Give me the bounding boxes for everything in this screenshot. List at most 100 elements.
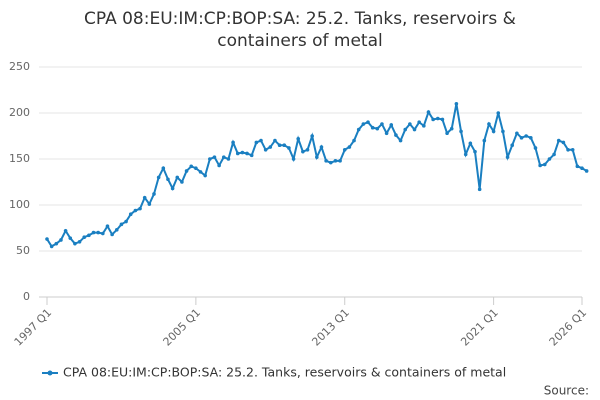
data-point	[417, 120, 421, 124]
y-tick-label: 250	[9, 60, 30, 73]
data-point	[105, 224, 110, 228]
data-point	[468, 141, 473, 146]
data-point	[552, 152, 556, 157]
data-point	[273, 138, 277, 143]
data-point	[208, 157, 212, 161]
data-point	[496, 111, 501, 115]
data-point	[375, 126, 380, 131]
data-point	[156, 175, 161, 180]
data-point	[505, 155, 510, 159]
x-tick-label: 2026 Q1	[547, 306, 590, 349]
y-tick-label: 0	[23, 290, 30, 303]
data-point	[370, 125, 375, 130]
data-point	[133, 208, 138, 213]
data-point	[342, 148, 347, 152]
y-tick-label: 200	[9, 106, 30, 119]
data-point	[366, 120, 370, 124]
data-point	[319, 145, 324, 149]
data-point	[310, 134, 314, 138]
data-point	[510, 143, 515, 147]
data-point	[245, 151, 249, 156]
data-point	[487, 122, 491, 126]
data-point	[398, 138, 403, 143]
x-tick-label: 2021 Q1	[458, 306, 501, 349]
data-point	[166, 177, 170, 182]
data-point	[77, 240, 82, 244]
data-point	[263, 148, 268, 152]
data-point	[254, 140, 259, 145]
data-point	[566, 148, 570, 152]
data-point	[301, 149, 305, 154]
data-point	[212, 155, 217, 159]
data-point	[259, 138, 263, 143]
data-point	[477, 187, 482, 192]
data-point	[170, 186, 175, 191]
data-point	[533, 146, 538, 150]
data-point	[463, 152, 468, 157]
data-point	[315, 155, 319, 159]
data-point	[96, 230, 100, 235]
data-point	[459, 129, 463, 134]
data-point	[384, 131, 389, 136]
data-point	[389, 123, 394, 127]
data-point	[203, 173, 207, 178]
data-point	[231, 140, 235, 145]
data-point	[221, 155, 226, 159]
data-point	[59, 238, 63, 242]
data-point	[268, 145, 273, 149]
data-point	[54, 241, 59, 246]
data-point	[519, 136, 524, 140]
data-point	[49, 244, 54, 249]
legend-label: CPA 08:EU:IM:CP:BOP:SA: 25.2. Tanks, res…	[63, 365, 506, 380]
x-tick-label: 2005 Q1	[161, 306, 204, 349]
data-point	[63, 228, 68, 233]
data-point	[68, 236, 73, 240]
data-point	[524, 134, 528, 138]
data-point	[394, 133, 398, 137]
data-point	[440, 117, 445, 122]
data-point	[449, 126, 454, 131]
data-point	[361, 122, 366, 126]
data-point	[296, 136, 301, 141]
data-point	[147, 202, 152, 206]
data-point	[408, 122, 412, 126]
data-point	[87, 233, 91, 238]
data-point	[119, 222, 124, 227]
data-point	[128, 212, 133, 216]
data-point	[422, 124, 426, 128]
legend-marker	[47, 370, 53, 376]
series-line	[46, 103, 588, 248]
data-point	[189, 164, 194, 169]
data-point	[240, 150, 245, 155]
data-point	[482, 138, 487, 143]
data-point	[138, 206, 142, 211]
data-point	[584, 169, 589, 173]
data-point	[217, 163, 221, 168]
data-point	[226, 157, 231, 161]
data-point	[328, 160, 333, 165]
data-point	[324, 159, 328, 163]
data-point	[501, 129, 505, 134]
data-point	[445, 131, 449, 136]
data-point	[91, 230, 96, 235]
y-tick-label: 150	[9, 152, 30, 165]
data-point	[547, 157, 552, 161]
data-point	[542, 162, 547, 167]
data-point	[454, 102, 459, 106]
data-point	[282, 143, 287, 147]
data-point	[347, 145, 352, 149]
data-point	[198, 170, 203, 174]
data-point	[142, 195, 147, 200]
source: Source:	[544, 384, 589, 398]
x-tick-label: 2013 Q1	[309, 306, 352, 349]
data-point	[184, 169, 189, 173]
data-point	[152, 192, 156, 196]
data-point	[352, 138, 356, 143]
chart-title: CPA 08:EU:IM:CP:BOP:SA: 25.2. Tanks, res…	[84, 9, 516, 51]
y-tick-label: 100	[9, 198, 30, 211]
data-point	[412, 127, 417, 132]
data-point	[333, 159, 338, 163]
data-point	[73, 241, 77, 246]
